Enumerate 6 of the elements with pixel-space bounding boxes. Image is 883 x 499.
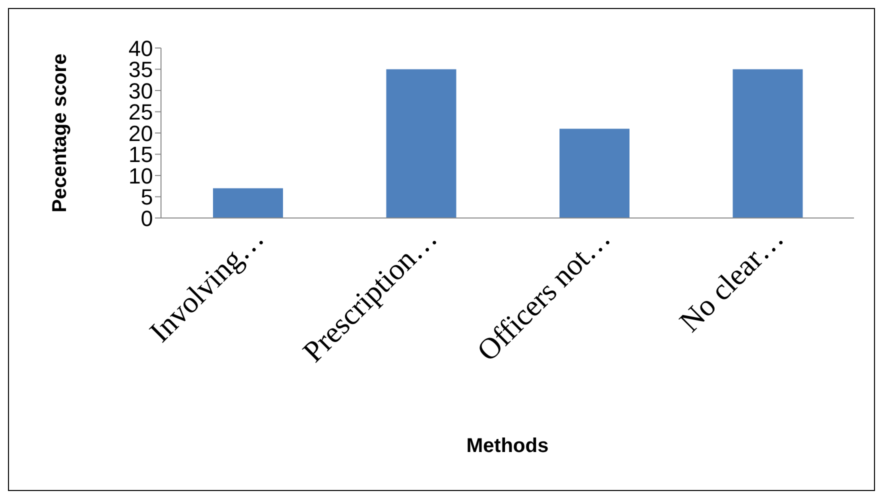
- x-axis-title: Methods: [466, 435, 549, 457]
- bar: [732, 69, 803, 218]
- bar: [560, 128, 630, 218]
- bar: [386, 69, 456, 218]
- y-axis-title: Pecentage score: [49, 54, 72, 212]
- bar: [213, 188, 283, 218]
